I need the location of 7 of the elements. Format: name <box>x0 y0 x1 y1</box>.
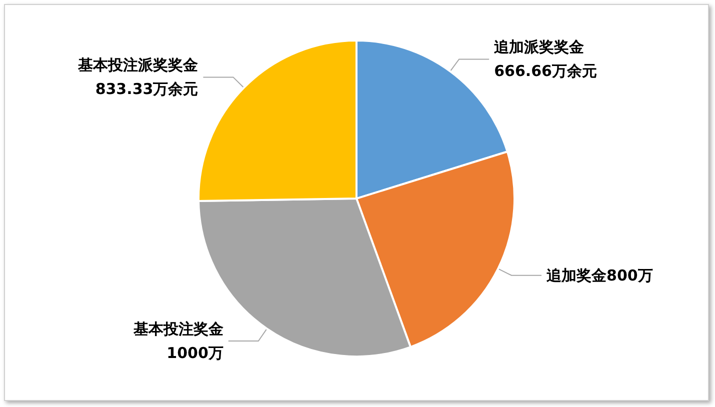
slice-label: 基本投注派奖奖金 <box>77 56 198 74</box>
data-label: 833.33万余元 <box>95 80 198 98</box>
slice-label: 基本投注奖金 <box>132 320 224 338</box>
slice-label: 追加奖金800万 <box>546 266 653 284</box>
slice-label: 追加派奖奖金 <box>493 38 584 56</box>
data-label: 666.66万余元 <box>494 62 597 80</box>
data-label: 1000万 <box>166 344 224 362</box>
